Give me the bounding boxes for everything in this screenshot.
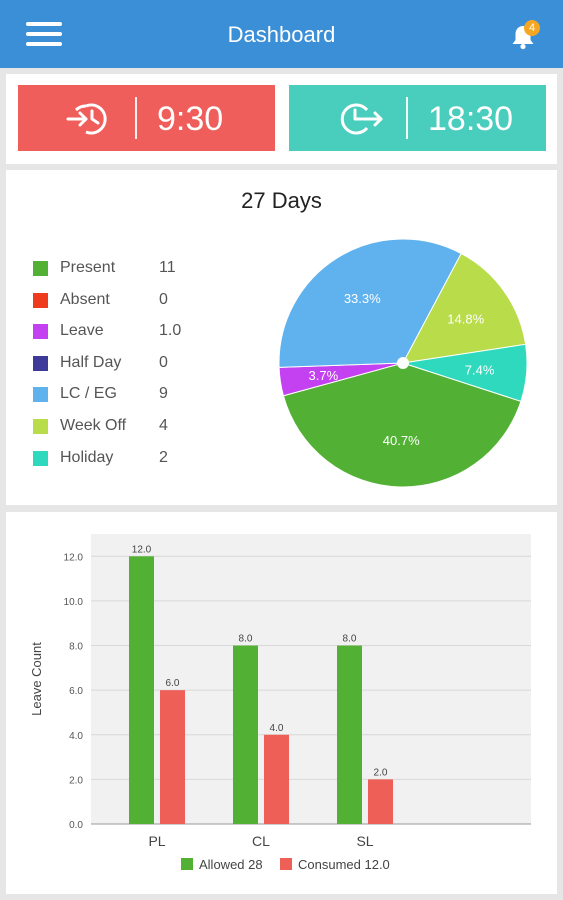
- x-tick-label: PL: [148, 833, 165, 849]
- y-axis-label: Leave Count: [29, 642, 44, 716]
- legend-value: 11: [159, 259, 176, 276]
- legend-swatch: [33, 355, 48, 371]
- y-tick-label: 0.0: [69, 820, 83, 831]
- check-out-time: 18:30: [428, 100, 514, 138]
- time-divider: [406, 97, 408, 139]
- legend-item: Week Off 4: [33, 416, 233, 448]
- pie-slice-label: 7.4%: [465, 362, 495, 377]
- y-tick-label: 6.0: [69, 686, 83, 697]
- bar-pl-consumed: [160, 690, 185, 824]
- attendance-card: 9:30 18:30: [6, 74, 557, 164]
- leave-chart-card: 0.0 2.0 4.0 6.0 8.0 10.0 12.0 Leave Count 12.0 6.…: [6, 512, 557, 894]
- legend-swatch: [33, 418, 48, 434]
- legend-label: Week Off: [60, 416, 127, 434]
- chart-legend-swatch: [280, 858, 292, 870]
- legend-swatch: [33, 387, 48, 403]
- notification-count-badge: 4: [524, 20, 540, 36]
- bar-pl-allowed: [129, 556, 154, 824]
- chart-legend-swatch: [181, 858, 193, 870]
- pie-slice-present: [282, 362, 522, 488]
- y-tick-label: 12.0: [64, 552, 84, 563]
- attendance-summary-card: 27 Days Present 11 Absent 0 Leave 1.0 Half Day…: [6, 170, 557, 505]
- legend-label: Leave: [60, 322, 104, 340]
- x-tick-label: CL: [252, 833, 270, 849]
- notification-bell-icon[interactable]: 4: [508, 20, 540, 52]
- attendance-pie-chart: 40.7% 3.7% 33.3% 14.8% 7.4%: [278, 238, 528, 488]
- pie-slice-week-off: [402, 252, 527, 364]
- legend-value: 9: [159, 385, 168, 403]
- pie-center-dot: [397, 357, 409, 369]
- check-in-time: 9:30: [157, 100, 224, 138]
- legend-swatch: [33, 261, 48, 276]
- legend-item: LC / EG 9: [33, 384, 233, 416]
- check-out-button[interactable]: 18:30: [289, 85, 546, 151]
- bar-cl-allowed: [233, 645, 258, 824]
- bar-value-label: 4.0: [270, 723, 284, 734]
- x-tick-label: SL: [356, 833, 373, 849]
- pie-slice-label: 14.8%: [447, 312, 484, 327]
- legend-label: Holiday: [60, 448, 114, 466]
- bar-value-label: 8.0: [343, 634, 357, 645]
- legend-label: Present: [60, 259, 116, 276]
- y-tick-label: 8.0: [69, 642, 83, 653]
- legend-item: Holiday 2: [33, 448, 233, 480]
- check-in-clock-icon: [66, 103, 107, 135]
- app-bar: Dashboard 4: [0, 0, 563, 68]
- y-tick-label: 4.0: [69, 731, 83, 742]
- bar-sl-allowed: [337, 645, 362, 824]
- chart-legend-label: Consumed 12.0: [298, 857, 390, 872]
- y-tick-label: 10.0: [64, 597, 84, 608]
- legend-item: Half Day 0: [33, 353, 233, 385]
- legend-item: Absent 0: [33, 290, 233, 322]
- bar-sl-consumed: [368, 779, 393, 824]
- legend-value: 4: [159, 416, 168, 434]
- plot-area: [91, 534, 531, 824]
- bar-cl-consumed: [264, 734, 289, 824]
- bar-value-label: 2.0: [374, 767, 388, 778]
- y-tick-label: 2.0: [69, 775, 83, 786]
- time-divider: [135, 97, 137, 139]
- legend-swatch: [33, 324, 48, 340]
- summary-title: 27 Days: [241, 188, 322, 213]
- check-in-button[interactable]: 9:30: [18, 85, 275, 151]
- page-title: Dashboard: [227, 22, 336, 47]
- legend-value: 2: [159, 448, 168, 466]
- pie-slice-holiday: [402, 343, 528, 402]
- legend-value: 0: [159, 290, 168, 308]
- pie-slice-label: 3.7%: [309, 368, 339, 383]
- bar-value-label: 12.0: [132, 544, 152, 555]
- legend-label: LC / EG: [60, 385, 117, 403]
- pie-slice-label: 40.7%: [383, 433, 420, 448]
- pie-slice-label: 33.3%: [344, 291, 381, 306]
- legend-item: Leave 1.0: [33, 321, 233, 353]
- summary-legend: Present 11 Absent 0 Leave 1.0 Half Day 0 LC / EG…: [33, 258, 233, 479]
- bar-value-label: 6.0: [166, 678, 180, 689]
- hamburger-menu-icon[interactable]: [26, 22, 62, 48]
- legend-value: 1.0: [159, 322, 182, 340]
- legend-swatch: [33, 450, 48, 466]
- legend-label: Half Day: [60, 353, 122, 371]
- legend-item: Present 11: [33, 258, 233, 290]
- bar-value-label: 8.0: [239, 634, 253, 645]
- check-out-clock-icon: [340, 103, 383, 135]
- legend-swatch: [33, 292, 48, 308]
- chart-legend-label: Allowed 28: [199, 857, 263, 872]
- legend-value: 0: [159, 353, 168, 371]
- legend-label: Absent: [60, 290, 110, 308]
- pie-slice-lc-eg: [278, 238, 462, 368]
- leave-bar-chart: 0.0 2.0 4.0 6.0 8.0 10.0 12.0 Leave Count 12.0 6.…: [29, 534, 531, 872]
